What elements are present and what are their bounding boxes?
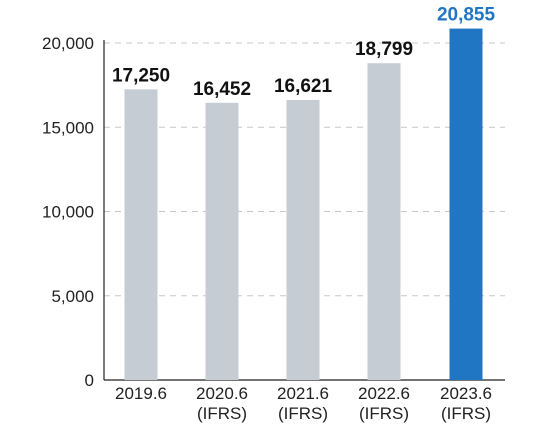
bar xyxy=(205,102,239,380)
bar xyxy=(124,89,158,381)
x-tick-label: 2020.6 xyxy=(196,384,248,403)
bar xyxy=(367,63,401,381)
x-tick-label: (IFRS) xyxy=(197,404,247,423)
data-label: 18,799 xyxy=(355,39,413,60)
label-layer: 17,250 16,452 16,621 18,799 20,855 xyxy=(112,5,496,100)
data-label: 16,452 xyxy=(193,79,251,100)
y-tick-label: 10,000 xyxy=(42,203,94,222)
y-tick-label: 0 xyxy=(85,371,94,390)
y-tick-label: 5,000 xyxy=(51,287,94,306)
x-tick-label: 2021.6 xyxy=(277,384,329,403)
y-tick-label: 20,000 xyxy=(42,34,94,53)
bar xyxy=(286,99,320,380)
data-label: 17,250 xyxy=(112,65,170,86)
x-tick-label: (IFRS) xyxy=(278,404,328,423)
x-tick-label: 2022.6 xyxy=(358,384,410,403)
bar-layer xyxy=(124,28,483,381)
x-tick-label: (IFRS) xyxy=(359,404,409,423)
x-tick-label: 2019.6 xyxy=(115,384,167,403)
data-label: 20,855 xyxy=(437,5,496,26)
x-tick-label: 2023.6 xyxy=(440,384,492,403)
data-label: 16,621 xyxy=(274,76,333,97)
y-tick-label: 15,000 xyxy=(42,118,94,137)
bar xyxy=(449,28,483,380)
x-tick-label: (IFRS) xyxy=(441,404,491,423)
